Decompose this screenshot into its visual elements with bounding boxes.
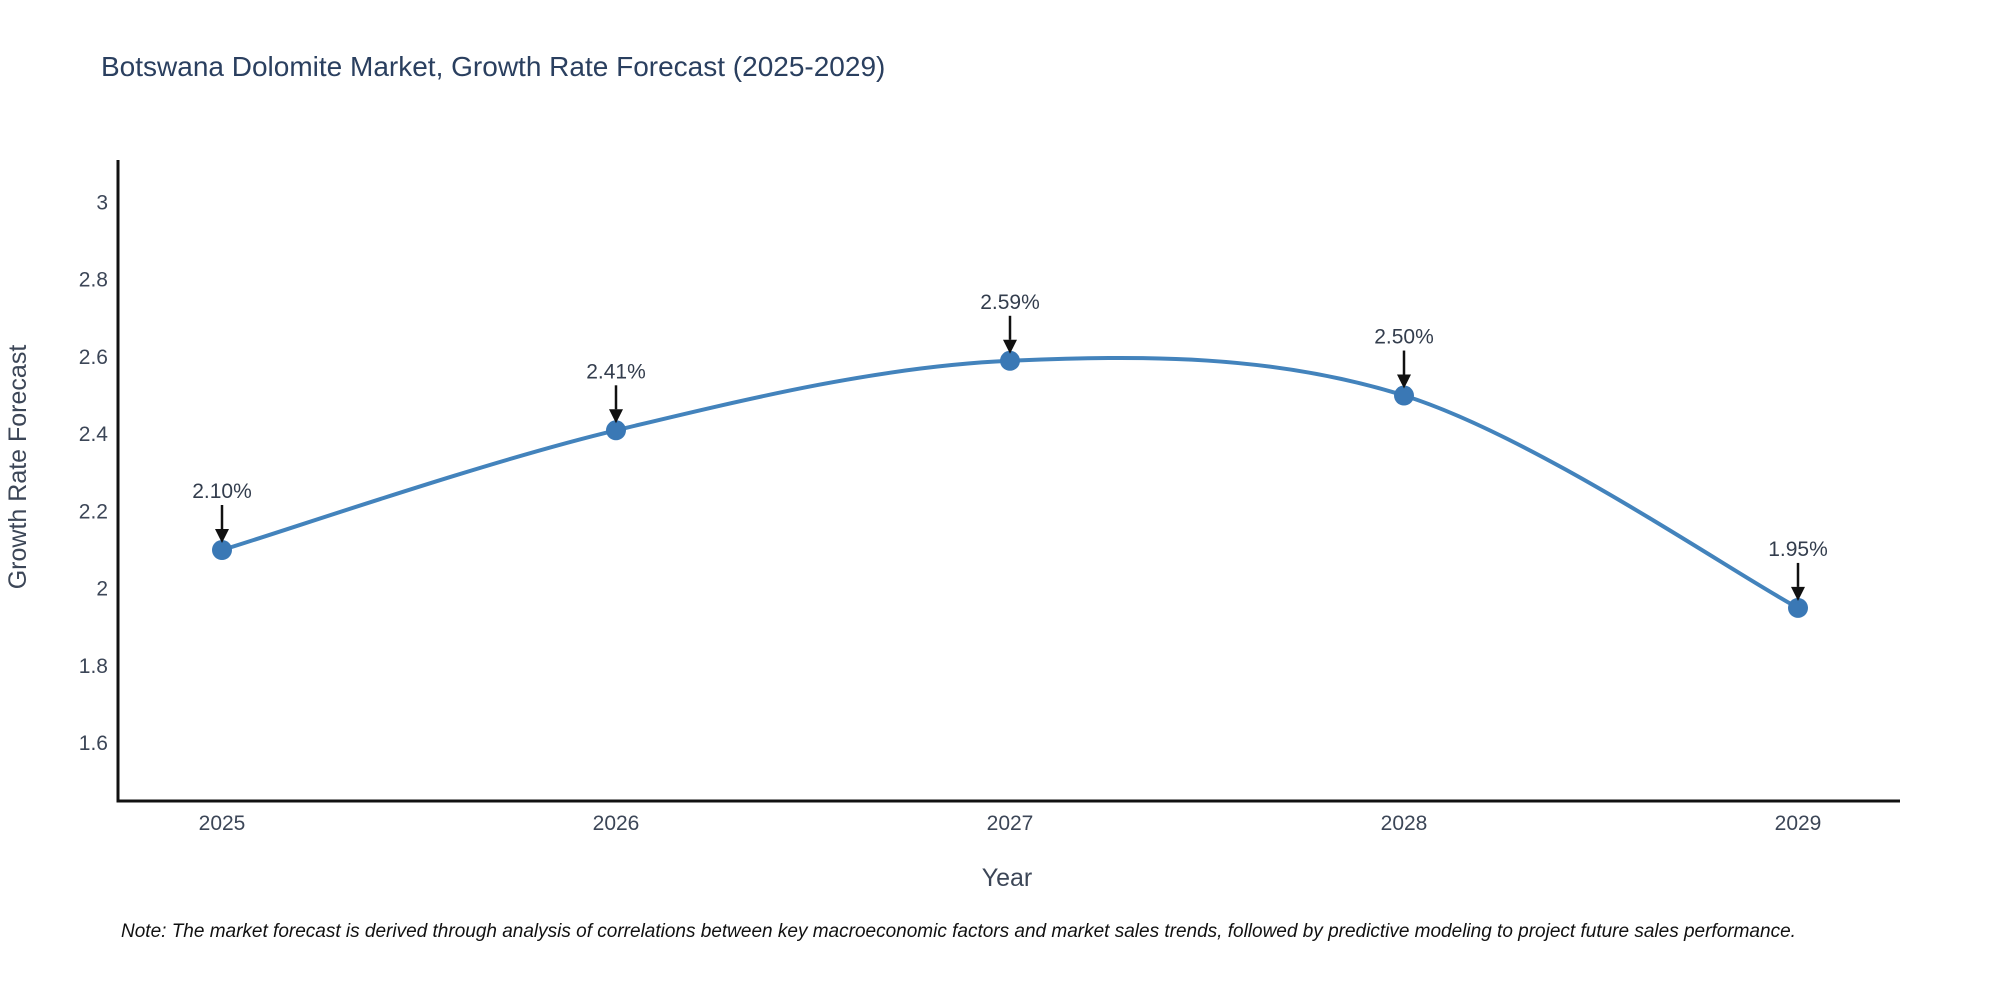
x-tick-label: 2027 (987, 812, 1034, 835)
y-tick-label: 2.6 (79, 346, 108, 369)
y-tick-label: 2.4 (79, 423, 109, 446)
data-point-label: 2.59% (980, 291, 1040, 314)
y-tick-label: 2.2 (79, 500, 108, 523)
y-tick-label: 1.8 (79, 655, 108, 678)
annotation-arrowhead (1397, 374, 1411, 389)
data-point-marker (1394, 385, 1414, 406)
data-point-marker (1000, 350, 1020, 371)
x-tick-label: 2025 (199, 812, 246, 835)
data-point-label: 2.10% (192, 480, 252, 503)
annotation-arrowhead (215, 529, 229, 544)
annotation-arrowhead (1791, 586, 1805, 601)
forecast-line (220, 355, 1800, 610)
data-point-label: 2.50% (1374, 326, 1434, 349)
chart-title: Botswana Dolomite Market, Growth Rate Fo… (101, 51, 886, 82)
x-axis-title: Year (982, 864, 1033, 892)
x-tick-label: 2026 (593, 812, 640, 835)
y-axis-title: Growth Rate Forecast (4, 345, 32, 590)
y-tick-label: 3 (96, 191, 108, 214)
data-point-label: 2.41% (586, 360, 646, 383)
data-point-marker (606, 420, 626, 441)
data-point-marker (1788, 597, 1808, 618)
y-tick-label: 2.8 (79, 269, 108, 292)
x-tick-label: 2029 (1775, 812, 1822, 835)
y-tick-label: 1.6 (79, 732, 108, 755)
data-point-label: 1.95% (1768, 538, 1828, 561)
annotation-arrowhead (609, 409, 623, 424)
y-tick-label: 2 (96, 578, 108, 601)
footnote: Note: The market forecast is derived thr… (121, 921, 1796, 942)
annotation-arrowhead (1003, 339, 1017, 354)
data-point-marker (212, 540, 232, 561)
x-tick-label: 2028 (1381, 812, 1428, 835)
